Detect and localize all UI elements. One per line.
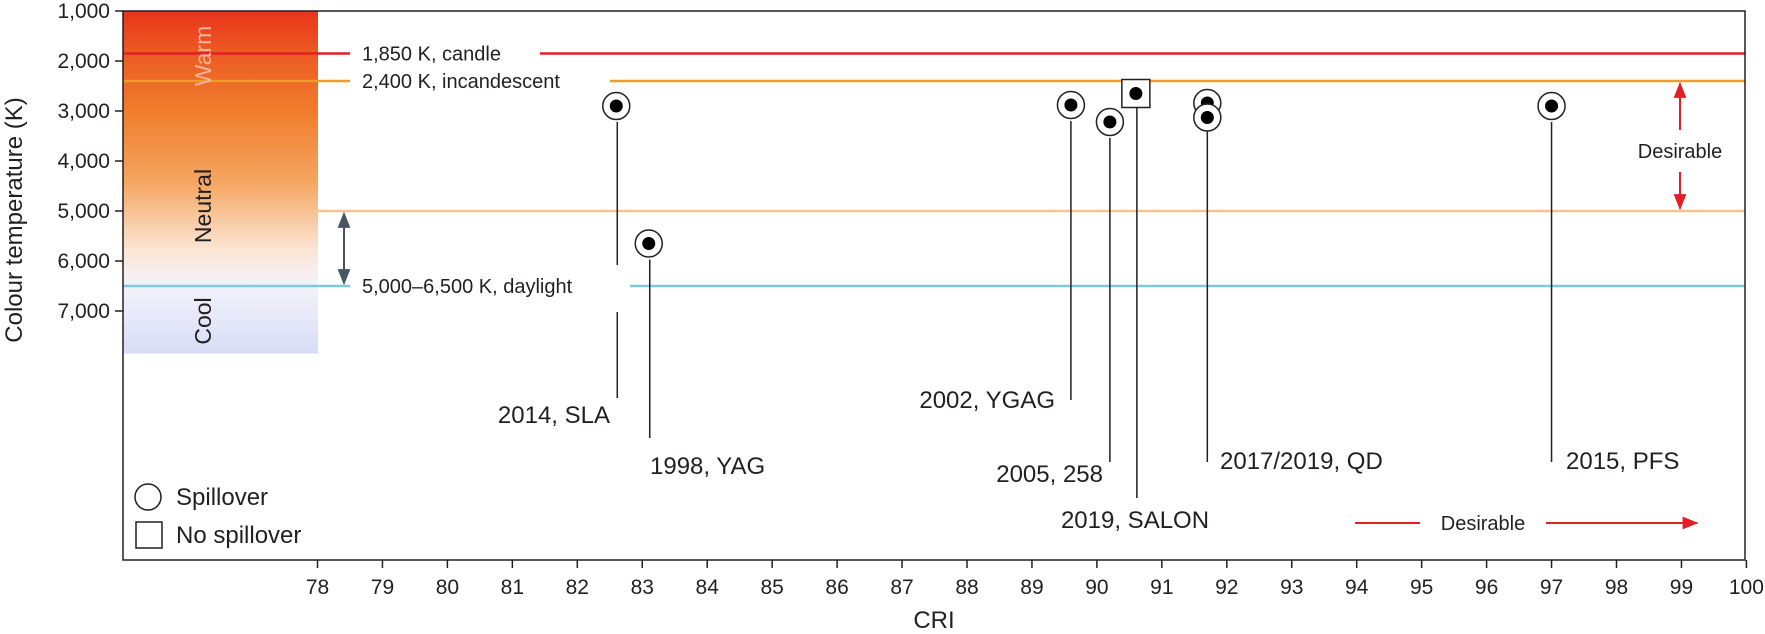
x-tick-label: 91: [1150, 576, 1173, 599]
x-tick-label: 95: [1410, 576, 1433, 599]
reference-line-label: 1,850 K, candle: [362, 44, 501, 66]
x-tick-label: 92: [1215, 576, 1238, 599]
y-tick-label: 6,000: [57, 250, 110, 273]
x-tick-label: 98: [1605, 576, 1628, 599]
point-label: 2014, SLA: [498, 402, 610, 429]
y-tick-label: 2,000: [57, 50, 110, 73]
y-tick-label: 1,000: [57, 0, 110, 23]
legend-label: Spillover: [176, 484, 268, 511]
point-label: 2019, SALON: [1061, 507, 1209, 534]
x-tick-label: 88: [955, 576, 978, 599]
y-tick-label: 4,000: [57, 150, 110, 173]
data-point: [609, 99, 623, 113]
reference-line-label: 5,000–6,500 K, daylight: [362, 276, 573, 298]
y-tick-label: 7,000: [57, 300, 110, 323]
x-tick-label: 85: [760, 576, 783, 599]
x-tick-label: 97: [1540, 576, 1563, 599]
y-tick-label: 3,000: [57, 100, 110, 123]
data-point: [642, 237, 656, 250]
y-axis-title: Colour temperature (K): [1, 97, 28, 342]
y-tick-label: 5,000: [57, 200, 110, 223]
band-label: Warm: [190, 26, 216, 86]
x-tick-label: 81: [501, 576, 524, 599]
x-tick-label: 86: [825, 576, 848, 599]
plot-frame: [122, 10, 1746, 561]
data-point: [1064, 98, 1078, 112]
legend-label: No spillover: [176, 522, 301, 549]
x-tick-label: 87: [890, 576, 913, 599]
point-label: 2002, YGAG: [919, 387, 1055, 414]
desirable-label-vertical: Desirable: [1638, 141, 1722, 163]
x-tick-label: 94: [1345, 576, 1369, 599]
colour-band: [123, 11, 318, 354]
legend-square-marker: [135, 521, 163, 549]
x-tick-label: 83: [631, 576, 654, 599]
x-tick-label: 89: [1020, 576, 1043, 599]
x-tick-label: 84: [696, 576, 720, 599]
x-tick-label: 100: [1729, 576, 1764, 599]
desirable-label-horizontal: Desirable: [1441, 513, 1525, 535]
x-tick-label: 93: [1280, 576, 1303, 599]
x-tick-label: 80: [436, 576, 459, 599]
point-label: 2015, PFS: [1566, 448, 1679, 475]
x-tick-label: 79: [371, 576, 394, 599]
band-label: Cool: [190, 297, 216, 344]
x-tick-label: 99: [1670, 576, 1693, 599]
legend-circle-marker: [134, 483, 162, 511]
data-point: [1103, 115, 1117, 129]
x-axis-title: CRI: [913, 607, 954, 634]
band-label: Neutral: [190, 169, 216, 243]
data-point: [1129, 87, 1143, 100]
x-tick-label: 78: [306, 576, 329, 599]
point-label: 2005, 258: [996, 461, 1103, 488]
x-tick-label: 82: [566, 576, 589, 599]
data-point: [1200, 111, 1214, 124]
data-point: [1545, 99, 1559, 113]
x-tick-label: 96: [1475, 576, 1498, 599]
point-label: 2017/2019, QD: [1220, 448, 1383, 475]
x-tick-label: 90: [1085, 576, 1108, 599]
reference-line-label: 2,400 K, incandescent: [362, 71, 560, 93]
point-label: 1998, YAG: [650, 453, 765, 480]
